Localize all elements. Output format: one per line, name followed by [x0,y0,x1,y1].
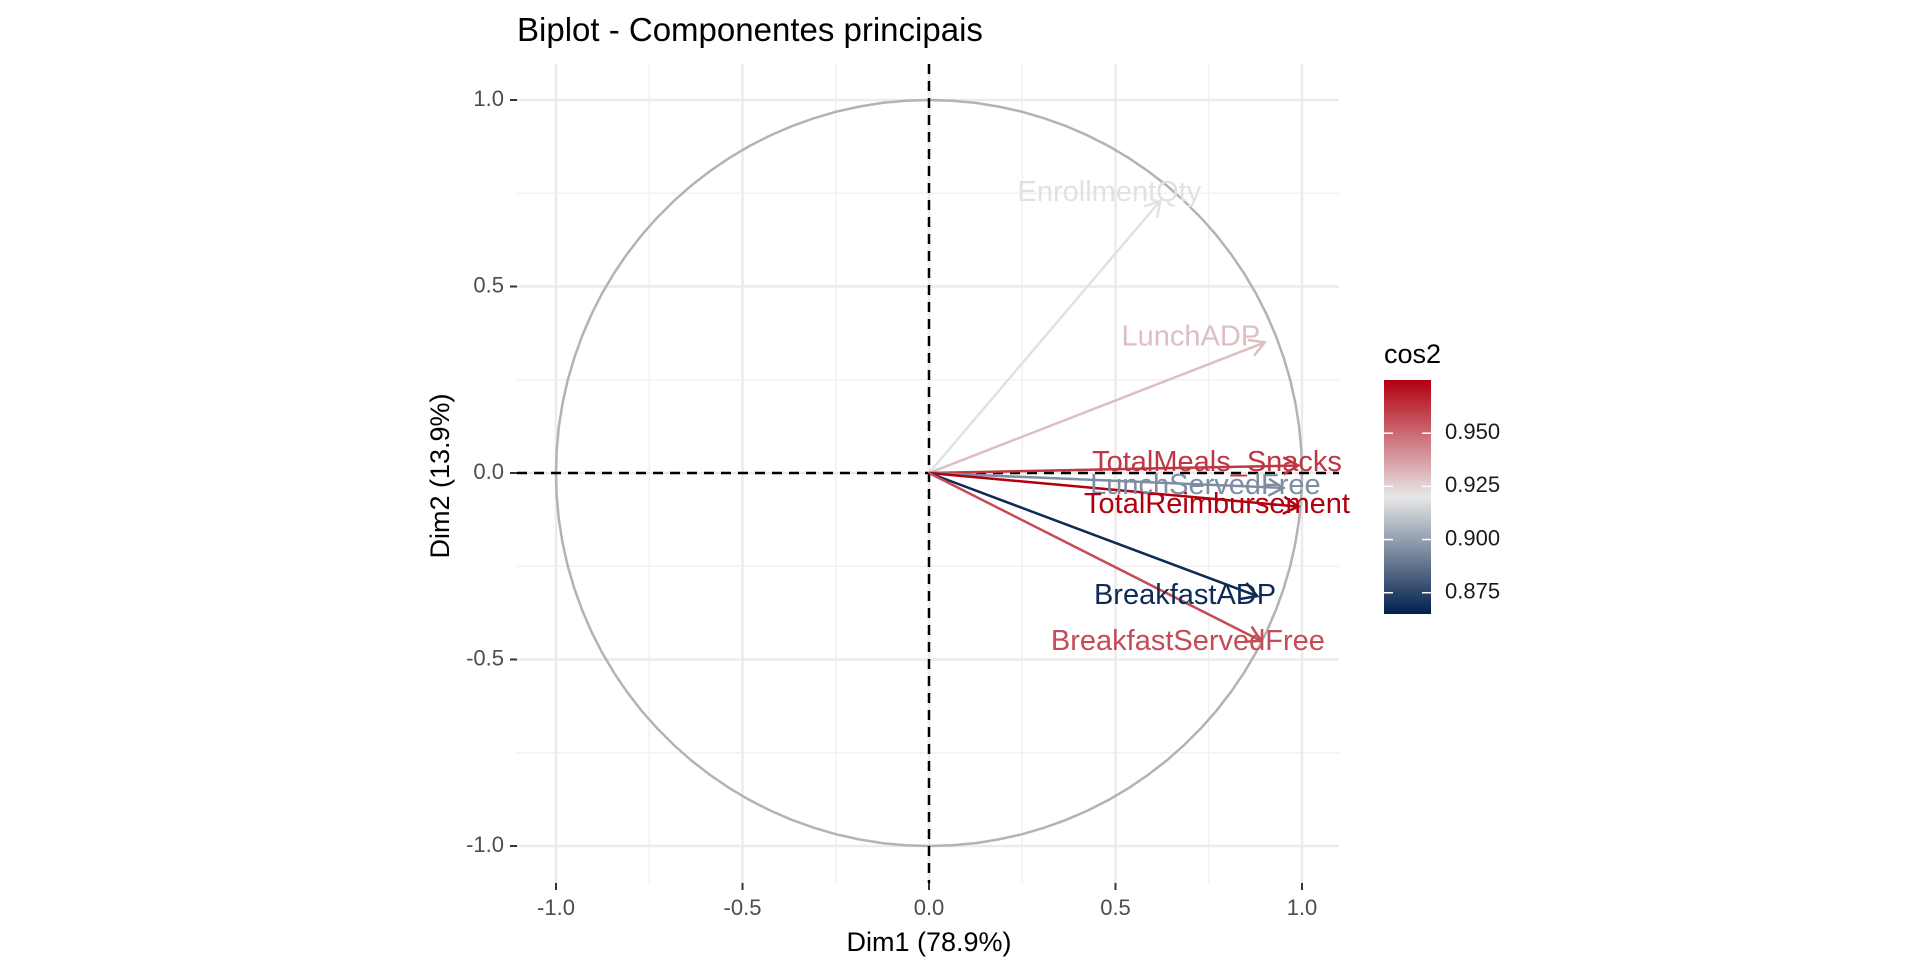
variable-label: BreakfastServedFree [1051,625,1325,657]
legend-ticks: 0.875 0.900 0.925 0.950 [1384,419,1500,604]
plot-panel: EnrollmentQty LunchADP TotalMeals_SnacksLu… [517,64,1350,883]
arrow-head [1247,338,1268,357]
arrow-head [1282,456,1301,476]
arrow-head [1267,477,1286,497]
x-axis: -1.0 -0.5 0.0 0.5 1.0 [537,883,1317,920]
arrow-shaft [928,471,1299,508]
arrow-shaft [928,199,1162,474]
x-tick-label: 0.5 [1100,895,1131,920]
cos2-legend: cos2 0.875 0.900 0.925 0.950 [1384,339,1500,614]
arrow-LunchADP [928,338,1268,475]
arrow-LunchServedFree [928,471,1286,497]
variable-arrows [928,198,1301,644]
arrow-TotalMeals_Snacks [928,456,1301,476]
variable-label: LunchADP [1122,320,1261,352]
legend-tick-label: 0.875 [1445,579,1500,604]
arrow-head [1243,625,1264,644]
arrow-head [1143,198,1162,218]
legend-tick-label: 0.900 [1445,525,1500,550]
arrow-shaft [928,471,1284,490]
y-tick-label: 1.0 [473,86,504,111]
y-tick-label: 0.5 [473,272,504,297]
x-tick-label: -1.0 [537,895,575,920]
arrow-head [1240,582,1260,601]
arrow-shaft [928,464,1299,475]
legend-title: cos2 [1384,339,1441,369]
variable-label: EnrollmentQty [1018,176,1202,208]
variable-label: TotalReimbursement [1084,488,1350,520]
y-tick-label: 0.0 [473,459,504,484]
y-axis: -1.0 -0.5 0.0 0.5 1.0 [466,86,517,857]
x-axis-title: Dim1 (78.9%) [846,927,1011,957]
legend-tick-label: 0.950 [1445,419,1500,444]
x-tick-label: 0.0 [914,895,945,920]
chart-title: Biplot - Componentes principais [517,11,983,48]
x-tick-label: -0.5 [724,895,762,920]
arrow-head [1282,495,1301,515]
arrow-BreakfastADP [928,471,1260,601]
y-tick-label: -0.5 [466,645,504,670]
variable-label: TotalMeals_Snacks [1092,446,1342,478]
y-tick-label: -1.0 [466,832,504,857]
arrow-EnrollmentQty [928,198,1162,474]
legend-tick-label: 0.925 [1445,472,1500,497]
variable-label: LunchServedFree [1090,469,1321,501]
variable-label: BreakfastADP [1094,579,1276,611]
arrow-shaft [928,471,1258,598]
y-axis-title: Dim2 (13.9%) [425,393,455,558]
arrow-BreakfastServedFree [928,471,1264,644]
variable-labels: EnrollmentQty LunchADP TotalMeals_SnacksLu… [1018,176,1350,657]
arrow-shaft [928,341,1266,475]
x-tick-label: 1.0 [1287,895,1318,920]
legend-colorbar [1384,380,1431,614]
arrow-TotalReimbursement [928,471,1301,515]
arrow-shaft [928,471,1262,642]
